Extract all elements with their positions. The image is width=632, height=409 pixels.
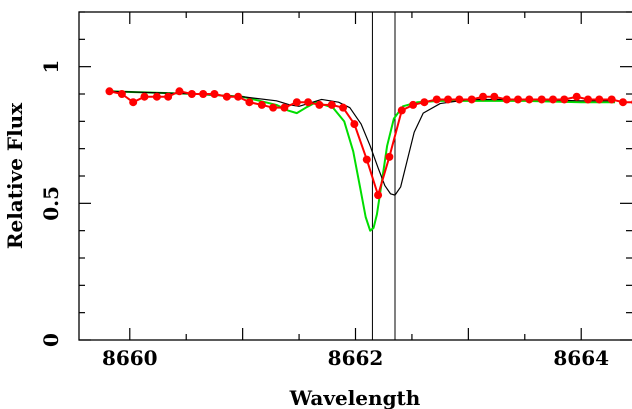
data-point — [572, 92, 581, 101]
series-line-1 — [109, 90, 616, 196]
data-point — [514, 95, 523, 104]
data-point — [222, 92, 231, 101]
data-point — [432, 95, 441, 104]
data-point — [455, 95, 464, 104]
data-point — [502, 95, 511, 104]
data-point — [245, 98, 254, 107]
data-point — [479, 92, 488, 101]
data-point — [152, 92, 161, 101]
data-point — [339, 103, 348, 112]
data-point — [525, 95, 534, 104]
y-tick-label: 0.5 — [39, 186, 63, 221]
y-tick-label: 1 — [39, 60, 63, 74]
data-point — [385, 152, 394, 161]
data-point — [280, 103, 289, 112]
data-point — [234, 92, 243, 101]
tick-labels: 8660 8662 8664 0 0.5 1 — [39, 60, 609, 370]
data-point — [467, 95, 476, 104]
axis-ticks — [79, 11, 632, 341]
data-point — [583, 95, 592, 104]
data-point — [560, 95, 569, 104]
data-point — [409, 100, 418, 109]
data-point — [315, 100, 324, 109]
data-point — [490, 92, 499, 101]
data-point — [420, 98, 429, 107]
data-point — [304, 98, 313, 107]
data-point — [549, 95, 557, 104]
data-point — [117, 90, 126, 98]
series-line-0 — [109, 90, 632, 197]
series-layer — [105, 87, 632, 232]
x-tick-label: 8664 — [553, 346, 609, 370]
data-point — [175, 87, 184, 96]
data-point — [374, 191, 383, 200]
series-line-2 — [109, 90, 616, 232]
data-point — [140, 92, 149, 101]
data-point — [327, 100, 336, 109]
data-point — [618, 98, 627, 107]
data-point — [257, 100, 266, 109]
data-point — [164, 92, 173, 101]
data-point — [444, 95, 453, 104]
data-point — [607, 95, 616, 104]
x-tick-label: 8662 — [328, 346, 384, 370]
data-point — [269, 103, 278, 112]
data-point — [199, 90, 208, 98]
data-point — [537, 95, 546, 104]
data-point — [129, 98, 138, 107]
x-axis-title: Wavelength — [289, 386, 421, 409]
data-point — [350, 120, 359, 129]
data-point — [187, 90, 196, 98]
data-point — [397, 106, 406, 115]
data-point — [362, 155, 371, 164]
x-tick-label: 8660 — [102, 346, 158, 370]
y-axis-title: Relative Flux — [3, 102, 27, 249]
y-tick-label: 0 — [39, 333, 63, 347]
data-point — [210, 90, 219, 98]
data-point — [105, 87, 114, 96]
plot-frame — [78, 11, 632, 341]
data-point — [292, 98, 301, 107]
data-point — [595, 95, 604, 104]
